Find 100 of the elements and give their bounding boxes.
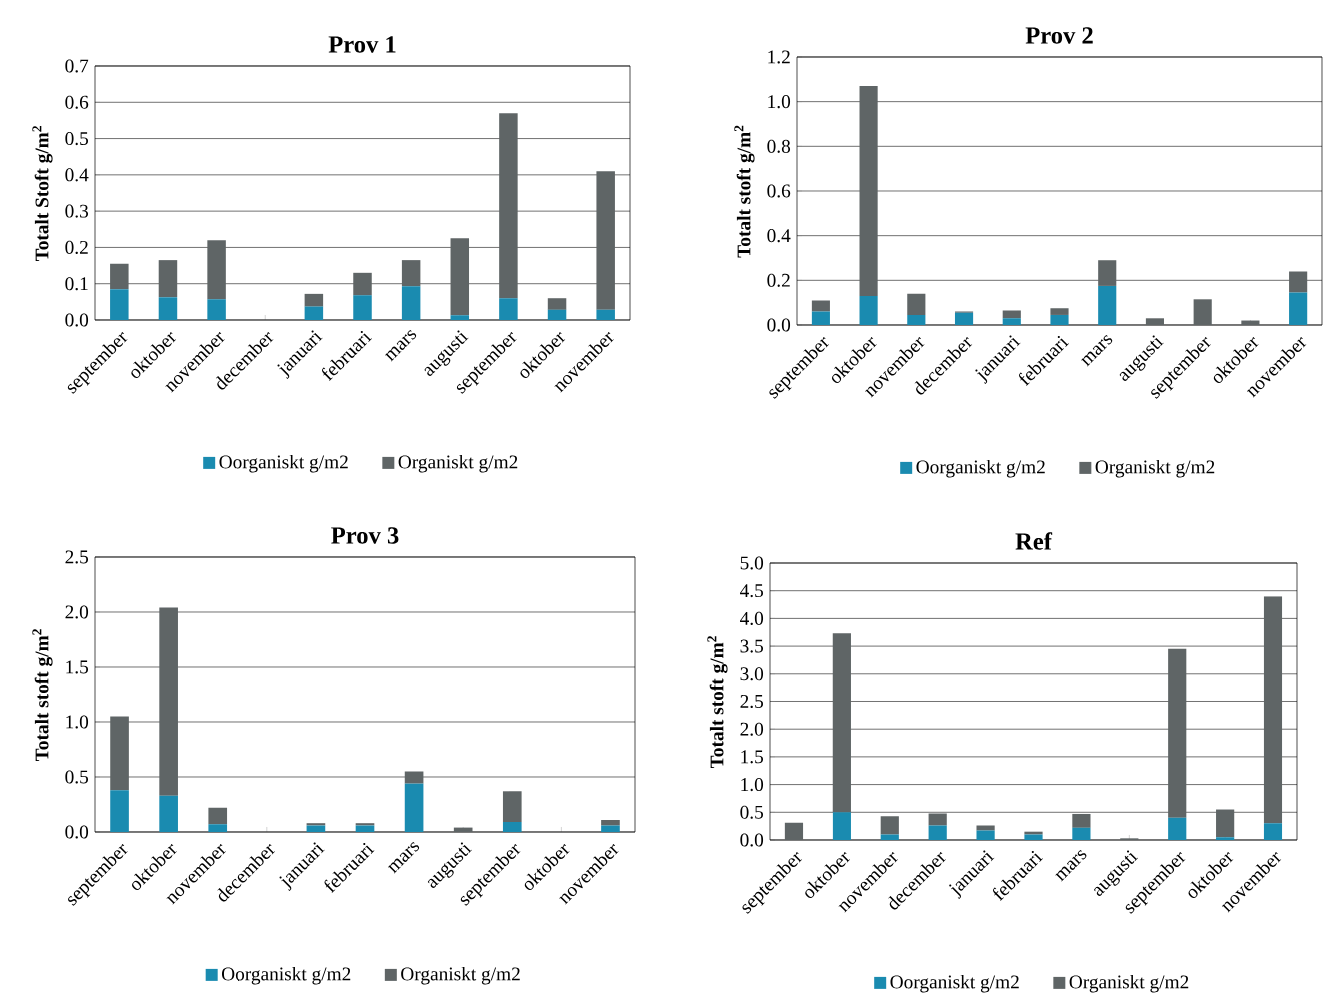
bar: [159, 795, 178, 832]
bar: [208, 807, 228, 825]
y-tick-label: 0.2: [767, 273, 790, 287]
bar: [1072, 827, 1091, 840]
y-tick-label: 1.5: [66, 660, 89, 674]
y-tick-label: 0.7: [65, 59, 89, 73]
x-tick-label: mars: [385, 329, 417, 362]
bar: [1289, 292, 1308, 325]
x-tick-label: mars: [1055, 849, 1087, 882]
bar: [928, 813, 947, 826]
bar: [1145, 318, 1165, 325]
bar: [784, 822, 804, 840]
bar: [1072, 813, 1091, 828]
y-axis-title: Totalt stoft g/m$^{2}$: [707, 636, 728, 769]
bar: [207, 299, 226, 320]
bar: [811, 311, 830, 325]
bar: [1263, 596, 1283, 824]
legend-label: Organiskt g/m2: [398, 454, 518, 473]
y-tick-label: 0.0: [65, 313, 89, 327]
legend-label: Oorganiskt g/m2: [222, 966, 351, 985]
legend-label: Organiskt g/m2: [1095, 459, 1215, 478]
y-tick-label: 4.0: [740, 611, 764, 625]
legend-label: Organiskt g/m2: [1069, 974, 1189, 993]
chart-title: Prov 1: [328, 36, 396, 53]
bar: [304, 306, 324, 320]
bar: [304, 293, 324, 307]
bar: [832, 633, 851, 813]
bar: [1002, 318, 1021, 325]
bar: [880, 816, 899, 835]
bar: [880, 834, 899, 840]
y-tick-label: 0.0: [65, 825, 89, 839]
bar: [159, 607, 178, 796]
y-tick-label: 2.0: [65, 605, 89, 619]
legend-label: Oorganiskt g/m2: [916, 459, 1045, 478]
bar: [306, 825, 326, 832]
bar: [353, 295, 372, 320]
bar: [928, 825, 947, 840]
y-tick-label: 0.0: [767, 318, 791, 332]
y-tick-label: 4.5: [740, 584, 764, 598]
y-axis-title: Totalt stoft g/m$^{2}$: [32, 629, 53, 762]
y-tick-label: 2.0: [740, 722, 764, 736]
bar: [110, 289, 129, 320]
bar: [499, 298, 518, 320]
bar: [976, 825, 995, 831]
y-tick-label: 2.5: [740, 694, 764, 709]
y-tick-label: 1.0: [741, 778, 764, 792]
chart-title: Ref: [1015, 532, 1053, 550]
bar: [355, 825, 375, 832]
y-tick-label: 3.5: [740, 639, 764, 653]
bar: [110, 790, 129, 832]
y-tick-label: 0.1: [65, 277, 88, 291]
bar: [1263, 823, 1283, 840]
y-tick-label: 0.4: [767, 229, 791, 243]
bar: [1216, 837, 1235, 840]
bar: [450, 315, 470, 320]
y-tick-label: 0.5: [65, 770, 89, 784]
y-tick-label: 1.2: [768, 50, 790, 64]
bar: [601, 825, 620, 832]
bar: [596, 309, 615, 320]
bar: [859, 295, 878, 325]
bar: [1168, 648, 1187, 818]
y-tick-label: 0.0: [740, 833, 764, 847]
bar: [404, 783, 424, 832]
bar: [976, 830, 995, 840]
y-tick-label: 1.5: [741, 750, 764, 764]
y-tick-label: 5.0: [740, 556, 764, 570]
bar: [502, 791, 522, 823]
y-tick-label: 1.0: [768, 95, 791, 109]
bar: [1289, 271, 1308, 293]
y-tick-label: 1.0: [66, 715, 89, 729]
bar: [601, 819, 620, 826]
x-tick-label: mars: [1081, 334, 1113, 367]
bar: [450, 238, 470, 316]
y-tick-label: 0.4: [65, 168, 89, 182]
bar: [811, 300, 830, 312]
y-tick-label: 2.5: [65, 550, 89, 564]
bar: [453, 827, 473, 832]
y-tick-label: 0.5: [740, 805, 764, 819]
bar: [907, 293, 926, 315]
y-tick-label: 0.6: [65, 95, 89, 109]
legend-label: Oorganiskt g/m2: [890, 974, 1019, 993]
y-tick-label: 0.3: [65, 204, 89, 218]
chart-title: Prov 3: [331, 527, 399, 544]
bar: [499, 113, 518, 299]
bar: [547, 298, 567, 310]
bar: [401, 286, 421, 320]
x-tick-label: mars: [387, 841, 420, 874]
bar: [547, 309, 567, 320]
bar: [1193, 299, 1212, 325]
y-tick-label: 0.8: [767, 139, 791, 153]
bar: [1050, 308, 1069, 315]
chart-title: Prov 2: [1025, 27, 1093, 44]
bar: [401, 260, 421, 287]
bar: [158, 297, 178, 320]
bar: [110, 716, 129, 791]
bar: [158, 260, 178, 298]
bar: [596, 171, 615, 310]
y-axis-title: Totalt Stoft g/m$^{2}$: [32, 126, 53, 262]
y-tick-label: 0.5: [65, 132, 89, 146]
bar: [1098, 285, 1117, 325]
